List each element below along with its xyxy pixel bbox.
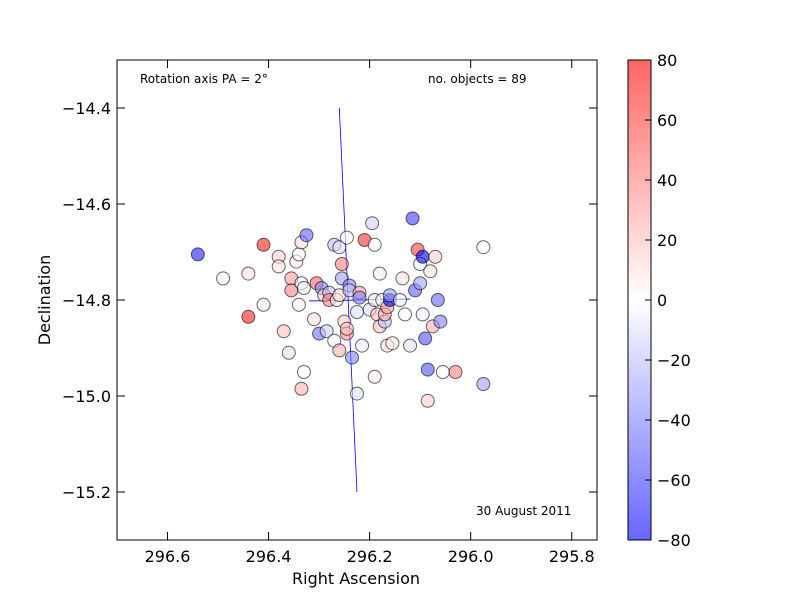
data-point [403,338,418,353]
data-point [423,264,438,279]
y-tick-label: −15.2 [62,483,111,502]
data-point [241,309,256,324]
data-point [291,297,306,312]
colorbar-tick-label: −60 [657,471,691,490]
data-point [392,293,407,307]
data-point [405,211,420,226]
x-tick-label: 296.6 [145,547,191,566]
data-point [294,381,309,396]
colorbar-tick-label: −80 [657,531,691,550]
data-point [476,240,491,255]
data-point [307,312,322,327]
colorbar-tick-label: −20 [657,351,691,370]
colorbar-tick-label: 40 [657,171,677,190]
data-point [352,290,367,305]
data-point [415,307,430,322]
data-point [344,350,359,365]
data-point [281,345,296,360]
data-point [256,297,271,312]
data-point [367,369,382,384]
data-point [256,237,271,252]
data-point [216,271,231,286]
colorbar-tick-label: 80 [657,51,677,70]
data-point [241,266,256,281]
data-point [334,257,349,271]
x-tick-label: 296.4 [246,547,292,566]
data-point [415,249,430,264]
object-count-annotation: no. objects = 89 [428,72,527,86]
data-point [296,281,311,295]
data-point [418,331,433,346]
data-point [367,237,382,252]
data-point [271,259,286,274]
data-point [350,305,364,319]
y-tick-label: −15.0 [62,387,111,406]
data-point [319,324,334,339]
colorbar: 80 60 40 20 0 −20 −40 −60 −80 [627,51,691,550]
data-point [435,365,450,379]
data-point [339,321,354,336]
data-point [350,386,364,401]
x-tick-label: 295.8 [549,547,595,566]
data-point [433,314,448,329]
data-point [332,240,347,255]
data-point [355,338,370,353]
data-point [420,393,435,408]
data-point [365,216,380,231]
y-axis-label: Declination [35,255,54,345]
colorbar-tick-label: 20 [657,231,677,250]
x-tick-label: 296.0 [448,547,494,566]
rotation-axis-annotation: Rotation axis PA = 2° [140,72,268,86]
data-point [276,324,291,339]
plot-area [116,59,598,541]
data-point [291,247,306,262]
data-point [372,266,387,281]
data-point [332,343,347,358]
data-point [190,247,205,262]
axis-ticks: 296.6 296.4 296.2 296.0 295.8 −14.4 −14.6 −14.8… [62,60,597,566]
data-point [299,228,314,243]
data-point [420,362,435,377]
data-point [385,336,400,351]
date-annotation: 30 August 2011 [476,504,571,518]
y-tick-label: −14.8 [62,291,111,310]
data-point [430,293,445,307]
data-point [428,249,443,264]
x-axis-label: Right Ascension [292,569,420,588]
y-tick-label: −14.4 [62,99,111,118]
colorbar-tick-label: 0 [657,291,667,310]
data-point [398,307,412,322]
data-point [413,276,428,291]
data-point [476,377,491,391]
colorbar-tick-label: −40 [657,411,691,430]
colorbar-tick-label: 60 [657,111,677,130]
data-point [296,365,311,379]
data-point [395,271,410,286]
y-tick-label: −14.6 [62,195,111,214]
data-point [339,230,354,245]
data-point [448,365,463,379]
x-tick-label: 296.2 [347,547,393,566]
